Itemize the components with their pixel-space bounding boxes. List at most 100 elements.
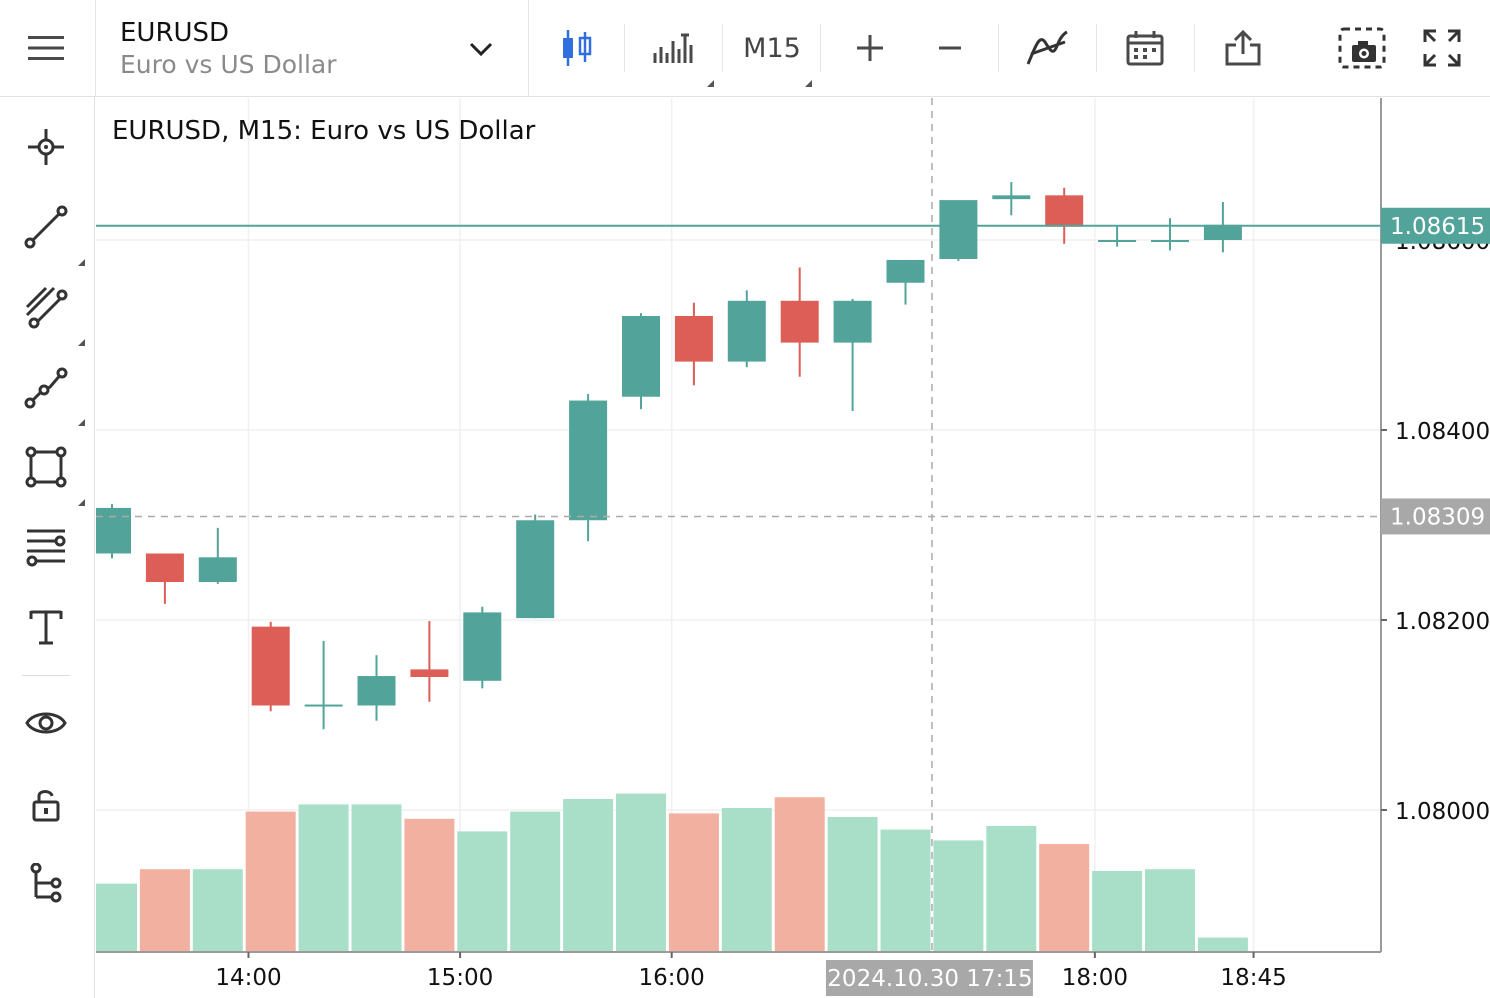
crosshair-tool-button[interactable] <box>18 119 74 175</box>
volume-bar <box>721 808 772 952</box>
toolbar-divider <box>820 24 821 72</box>
fibonacci-tool-button[interactable] <box>18 519 74 575</box>
indicators-button[interactable] <box>1018 18 1076 78</box>
hover-time-badge <box>825 960 1033 996</box>
time-tick-label: 18:00 <box>1062 965 1128 991</box>
timeframe-button[interactable]: M15 <box>738 18 806 78</box>
screenshot-icon <box>1338 27 1386 69</box>
share-button[interactable] <box>1214 18 1272 78</box>
candle-body <box>1098 240 1137 242</box>
trend-line-icon <box>24 205 68 249</box>
shape-tool-button[interactable] <box>18 439 74 495</box>
candle-body <box>145 553 184 582</box>
candle-body <box>463 612 502 681</box>
time-tick-label: 15:00 <box>427 965 493 991</box>
text-tool-button[interactable] <box>18 599 74 655</box>
menu-icon <box>28 36 64 60</box>
drawing-toolbar <box>0 97 95 998</box>
object-tree-button[interactable] <box>18 855 74 911</box>
chart-area[interactable]: 1.080001.082001.084001.0860014:0015:0016… <box>96 98 1490 998</box>
rectangle-icon <box>25 446 67 488</box>
bar-chart-icon <box>653 33 693 63</box>
submenu-corner <box>78 259 85 266</box>
candlestick-chart-icon <box>563 30 592 66</box>
candle-body <box>674 316 713 362</box>
chart-style-button[interactable] <box>642 18 702 78</box>
zoom-out-icon <box>939 46 961 50</box>
current-price-label: 1.08615 <box>1390 214 1485 240</box>
chevron-down-icon <box>469 42 493 57</box>
toolbar-divider <box>624 24 625 72</box>
price-tick-label: 1.08200 <box>1395 609 1490 635</box>
chart-canvas[interactable]: 1.080001.082001.084001.0860014:0015:0016… <box>96 98 1490 998</box>
candle-body <box>1203 224 1242 240</box>
lock-button[interactable] <box>18 777 74 833</box>
indicators-icon <box>1026 30 1068 65</box>
volume-bar <box>404 818 455 952</box>
toolbar-divider <box>998 24 999 72</box>
volume-bar <box>933 840 984 952</box>
candle-body <box>622 316 660 397</box>
candle-body <box>886 259 925 283</box>
candle-body <box>96 507 131 554</box>
price-tick-label: 1.08000 <box>1395 799 1490 825</box>
candle-body <box>992 195 1031 200</box>
calendar-button[interactable] <box>1116 18 1174 78</box>
symbol-name: EURUSD <box>120 18 230 48</box>
candle-body <box>251 626 290 706</box>
polyline-tool-button[interactable] <box>18 359 74 415</box>
volume-bar <box>1092 871 1143 952</box>
object-tree-icon <box>30 863 62 903</box>
candle-body <box>833 300 872 343</box>
timeframe-label: M15 <box>743 32 801 64</box>
zoom-in-button[interactable] <box>842 18 898 78</box>
screenshot-button[interactable] <box>1332 18 1392 78</box>
toolbar-divider <box>722 24 723 72</box>
volume-bar <box>298 804 349 952</box>
candle-body <box>727 300 766 362</box>
submenu-corner <box>78 499 85 506</box>
volume-bar <box>827 817 878 952</box>
candle-body <box>939 200 978 259</box>
channel-tool-button[interactable] <box>18 279 74 335</box>
toolbar-divider <box>95 0 96 97</box>
candle-body <box>516 520 555 619</box>
submenu-corner <box>707 80 714 87</box>
candle-body <box>1045 195 1084 227</box>
eye-icon <box>25 712 67 734</box>
zoom-out-button[interactable] <box>922 18 978 78</box>
fullscreen-button[interactable] <box>1414 18 1470 78</box>
trend-line-tool-button[interactable] <box>18 199 74 255</box>
time-tick-label: 14:00 <box>215 965 281 991</box>
volume-bar <box>668 813 719 952</box>
fibonacci-icon <box>26 529 66 567</box>
menu-button[interactable] <box>18 18 74 78</box>
hover-time-label: 2024.10.30 17:15 <box>827 966 1032 992</box>
submenu-corner <box>78 339 85 346</box>
time-tick-label: 16:00 <box>639 965 705 991</box>
zoom-in-icon <box>857 35 883 61</box>
chart-type-candles-button[interactable] <box>548 18 606 78</box>
toolbar-divider <box>528 0 529 97</box>
current-price-badge <box>1381 207 1490 244</box>
toolbar-divider <box>22 675 70 676</box>
volume-bar <box>457 831 508 952</box>
volume-bar <box>96 883 137 952</box>
hover-price-badge <box>1381 498 1490 535</box>
symbol-description: Euro vs US Dollar <box>120 50 337 79</box>
volume-bar <box>139 869 190 952</box>
volume-bar <box>245 811 296 952</box>
toolbar-divider <box>1096 24 1097 72</box>
candle-body <box>198 557 237 582</box>
visibility-button[interactable] <box>18 695 74 751</box>
symbol-selector[interactable]: EURUSD Euro vs US Dollar <box>96 0 528 97</box>
submenu-corner <box>78 419 85 426</box>
toolbar-divider <box>1194 24 1195 72</box>
chart-title: EURUSD, M15: Euro vs US Dollar <box>112 116 536 146</box>
volume-bar <box>510 811 561 952</box>
share-icon <box>1225 29 1261 66</box>
crosshair-icon <box>28 129 64 165</box>
text-icon <box>29 610 63 645</box>
price-tick-label: 1.08400 <box>1395 419 1490 445</box>
